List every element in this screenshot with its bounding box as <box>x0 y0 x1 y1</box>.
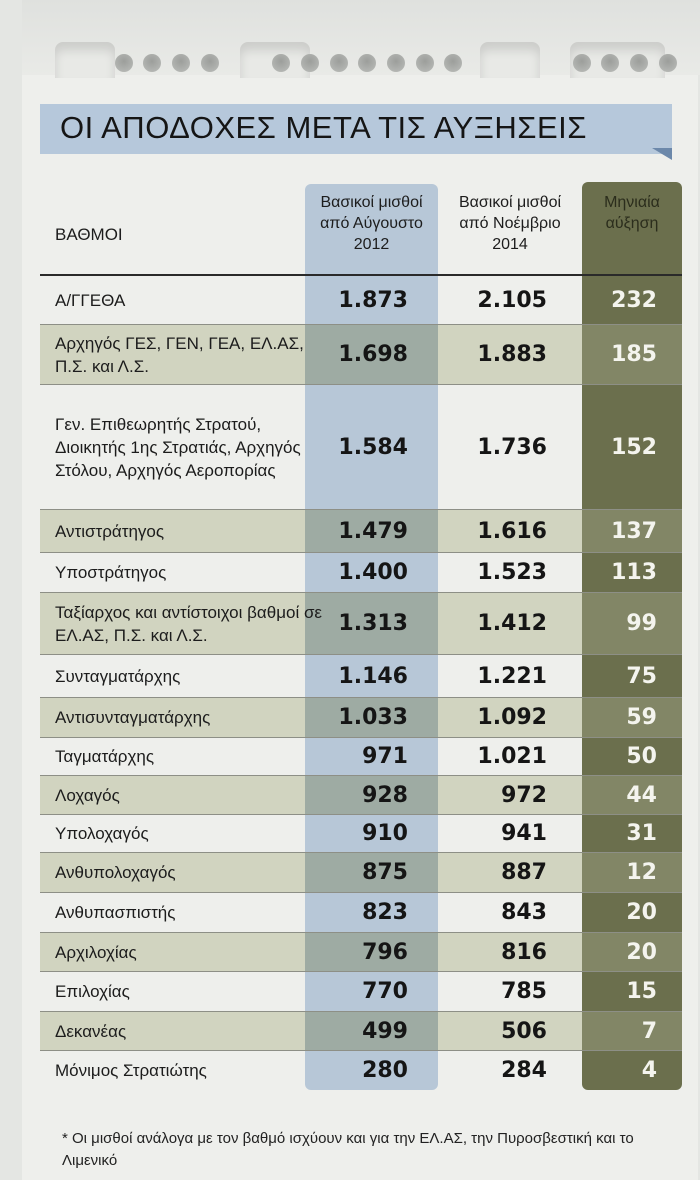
rank-cell: Αντιστράτηγος <box>55 521 165 541</box>
rank-cell: Α/ΓΓΕΘΑ <box>55 290 126 310</box>
rank-cell: Αντισυνταγματάρχης <box>55 708 211 727</box>
page-title: ΟΙ ΑΠΟΔΟΧΕΣ ΜΕΤΑ ΤΙΣ ΑΥΞΗΣΕΙΣ <box>60 110 587 145</box>
rank-cell: Αρχιλοχίας <box>55 942 137 962</box>
rank-cell: Μόνιμος Στρατιώτης <box>55 1061 207 1080</box>
increase-cell: 31 <box>626 821 657 846</box>
salary-2012-cell: 280 <box>362 1058 408 1083</box>
salary-2012-cell: 1.479 <box>338 518 408 544</box>
rank-cell: Επιλοχίας <box>55 982 130 1001</box>
rank-cell: Δεκανέας <box>55 1021 127 1041</box>
table-row: Υποστράτηγος 1.400 1.523 113 <box>40 553 682 593</box>
salary-2012-cell: 875 <box>362 860 408 885</box>
title-bar <box>40 104 672 154</box>
increase-cell: 44 <box>626 782 657 808</box>
increase-cell: 152 <box>611 434 657 460</box>
salary-2014-cell: 506 <box>501 1018 547 1044</box>
rank-cell: Γεν. Επιθεωρητής Στρατού, Διοικητής 1ης … <box>55 414 301 480</box>
salary-2014-cell: 785 <box>501 979 547 1004</box>
salary-2012-cell: 1.400 <box>338 560 408 585</box>
rank-cell: Ταξίαρχος και αντίστοιχοι βαθμοί σε ΕΛ.Α… <box>55 602 323 645</box>
increase-cell: 75 <box>626 663 657 689</box>
salary-2012-cell: 1.584 <box>338 434 408 460</box>
increase-cell: 50 <box>626 744 657 769</box>
salary-2012-cell: 928 <box>362 782 408 808</box>
salary-2012-cell: 910 <box>362 821 408 846</box>
salary-2014-cell: 887 <box>501 860 547 885</box>
rank-cell: Ανθυπολοχαγός <box>55 863 176 882</box>
salary-2012-cell: 796 <box>362 939 408 965</box>
table-row: Υπολοχαγός 910 941 31 <box>40 815 682 853</box>
salary-2012-cell: 1.313 <box>338 611 408 636</box>
salary-2014-cell: 1.221 <box>477 663 547 689</box>
header-salary-2014: Βασικοί μισθοί από Νοέμβριο 2014 <box>458 194 562 253</box>
table-row: Ανθυπολοχαγός 875 887 12 <box>40 853 682 893</box>
increase-cell: 185 <box>611 342 657 367</box>
table-row: Α/ΓΓΕΘΑ 1.873 2.105 232 <box>40 276 682 325</box>
header-monthly-increase: Μηνιαία αύξηση <box>604 194 660 232</box>
salary-2012-cell: 1.146 <box>338 663 408 689</box>
binder-holes <box>0 54 700 78</box>
salary-2014-cell: 2.105 <box>477 287 547 313</box>
table-row: Ταξίαρχος και αντίστοιχοι βαθμοί σε ΕΛ.Α… <box>40 593 682 655</box>
salary-2014-cell: 1.523 <box>477 560 547 585</box>
table-row: Λοχαγός 928 972 44 <box>40 776 682 815</box>
salary-2012-cell: 1.033 <box>338 705 408 730</box>
table-row: Ανθυπασπιστής 823 843 20 <box>40 893 682 933</box>
table-row: Αρχηγός ΓΕΣ, ΓΕΝ, ΓΕΑ, ΕΛ.ΑΣ, Π.Σ. και Λ… <box>40 325 682 385</box>
salary-2014-cell: 1.616 <box>477 518 547 544</box>
increase-cell: 15 <box>626 979 657 1004</box>
salary-2014-cell: 284 <box>501 1058 547 1083</box>
table-row: Αντισυνταγματάρχης 1.033 1.092 59 <box>40 698 682 738</box>
salary-2014-cell: 1.736 <box>477 434 547 460</box>
salary-2012-cell: 770 <box>362 979 408 1004</box>
footnote: * Οι μισθοί ανάλογα με τον βαθμό ισχύουν… <box>62 1130 634 1169</box>
tear-piece <box>480 42 540 78</box>
salary-2014-cell: 941 <box>501 821 547 846</box>
header-rank: ΒΑΘΜΟΙ <box>55 225 123 244</box>
table-row: Δεκανέας 499 506 7 <box>40 1012 682 1051</box>
increase-cell: 59 <box>626 705 657 730</box>
salary-table: Α/ΓΓΕΘΑ 1.873 2.105 232 Αρχηγός ΓΕΣ, ΓΕΝ… <box>40 276 682 1090</box>
table-row: Μόνιμος Στρατιώτης 280 284 4 <box>40 1051 682 1090</box>
salary-2014-cell: 1.412 <box>477 611 547 636</box>
increase-cell: 20 <box>626 939 657 965</box>
table-row: Επιλοχίας 770 785 15 <box>40 972 682 1012</box>
table-row: Συνταγματάρχης 1.146 1.221 75 <box>40 655 682 698</box>
salary-2012-cell: 1.698 <box>338 342 408 367</box>
rank-cell: Λοχαγός <box>55 785 120 805</box>
increase-cell: 113 <box>611 560 657 585</box>
salary-2014-cell: 1.883 <box>477 342 547 367</box>
salary-2012-cell: 499 <box>362 1018 408 1044</box>
increase-cell: 137 <box>611 518 657 544</box>
increase-cell: 232 <box>611 287 657 313</box>
rank-cell: Αρχηγός ΓΕΣ, ΓΕΝ, ΓΕΑ, ΕΛ.ΑΣ, Π.Σ. και Λ… <box>55 333 304 376</box>
rank-cell: Υποστράτηγος <box>55 563 167 582</box>
rank-cell: Συνταγματάρχης <box>55 666 181 686</box>
rank-cell: Υπολοχαγός <box>55 824 149 843</box>
table-row: Γεν. Επιθεωρητής Στρατού, Διοικητής 1ης … <box>40 385 682 510</box>
salary-2014-cell: 816 <box>501 939 547 965</box>
increase-cell: 7 <box>641 1018 657 1044</box>
salary-2012-cell: 823 <box>362 900 408 925</box>
increase-cell: 20 <box>626 900 657 925</box>
salary-2014-cell: 1.021 <box>477 744 547 769</box>
rank-cell: Ανθυπασπιστής <box>55 903 176 922</box>
table-row: Αντιστράτηγος 1.479 1.616 137 <box>40 510 682 553</box>
rank-cell: Ταγματάρχης <box>55 747 155 766</box>
salary-2014-cell: 1.092 <box>477 705 547 730</box>
title-corner-triangle <box>652 148 672 160</box>
salary-2014-cell: 972 <box>501 782 547 808</box>
table-row: Αρχιλοχίας 796 816 20 <box>40 933 682 972</box>
salary-2014-cell: 843 <box>501 900 547 925</box>
increase-cell: 4 <box>641 1058 657 1083</box>
salary-2012-cell: 1.873 <box>338 287 408 313</box>
table-row: Ταγματάρχης 971 1.021 50 <box>40 738 682 776</box>
tear-piece <box>55 42 115 78</box>
increase-cell: 12 <box>626 860 657 885</box>
increase-cell: 99 <box>626 611 657 636</box>
salary-2012-cell: 971 <box>362 744 408 769</box>
header-salary-2012: Βασικοί μισθοί από Αύγουστο 2012 <box>320 194 423 253</box>
header-divider <box>40 274 682 276</box>
